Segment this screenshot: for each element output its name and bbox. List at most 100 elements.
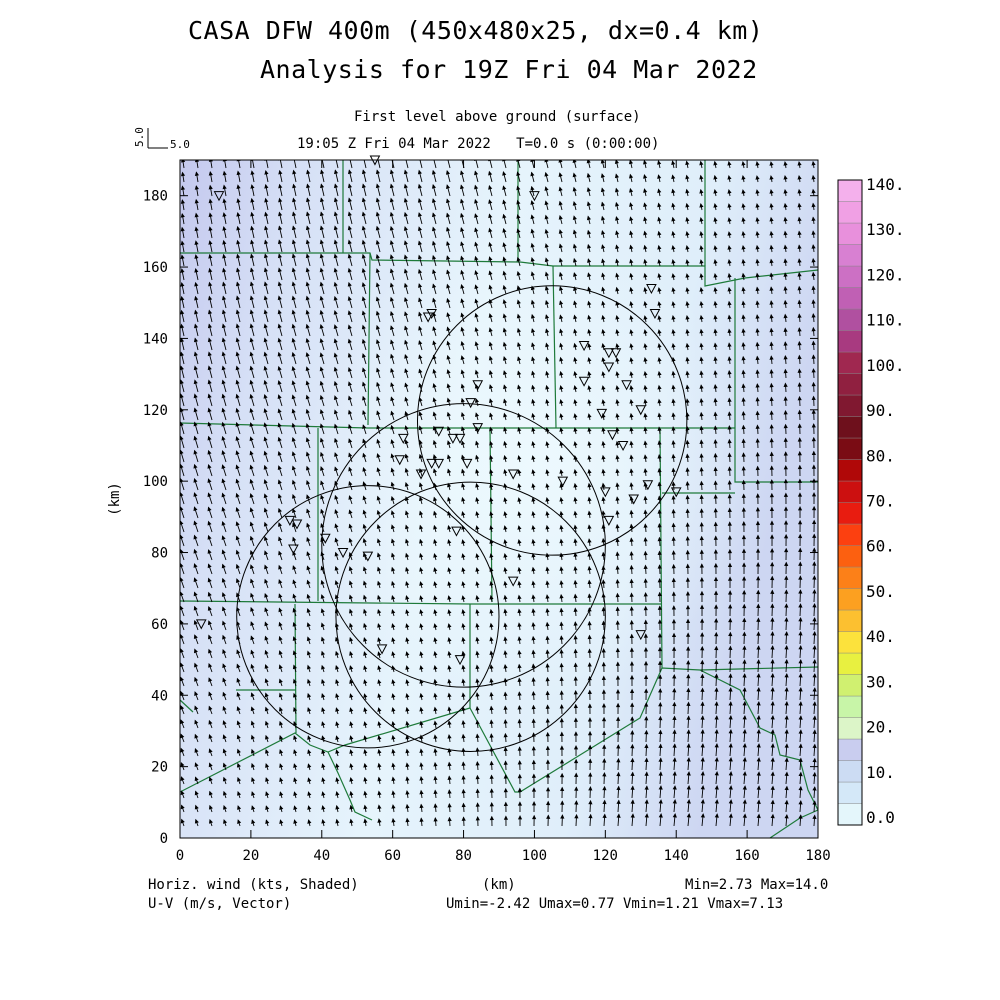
wind-vector — [305, 337, 311, 351]
wind-vector — [460, 283, 465, 295]
colorbar-segment — [837, 394, 863, 417]
wind-vector — [544, 228, 549, 239]
wind-vector — [235, 309, 241, 323]
wind-vector — [347, 367, 353, 379]
wind-vector — [306, 522, 311, 533]
wind-vector — [600, 173, 605, 183]
wind-vector — [222, 281, 227, 295]
wind-vector — [194, 198, 199, 211]
wind-vector — [657, 315, 662, 323]
wind-vector — [433, 496, 438, 505]
wind-vector — [713, 273, 718, 281]
wind-vector — [671, 188, 676, 197]
wind-vector — [811, 409, 816, 421]
wind-vector — [194, 309, 199, 323]
wind-vector — [390, 453, 395, 463]
colorbar-label: 100. — [866, 356, 905, 375]
wind-vector — [727, 258, 732, 267]
wind-vector — [559, 328, 564, 337]
wind-vector — [545, 384, 550, 393]
wind-vector — [558, 172, 563, 183]
colorbar-segment — [837, 416, 863, 439]
wind-vector — [615, 510, 620, 519]
wind-vector — [180, 254, 185, 267]
wind-vector — [446, 269, 451, 281]
wind-vector — [516, 185, 521, 197]
wind-vector — [475, 468, 480, 477]
wind-vector — [783, 188, 788, 197]
wind-vector — [685, 259, 690, 267]
wind-vector — [347, 197, 353, 211]
wind-vector — [558, 257, 563, 267]
wind-vector — [769, 161, 774, 169]
wind-vector — [390, 495, 395, 505]
colorbar-segment — [837, 373, 863, 396]
wind-vector — [544, 200, 549, 211]
wind-vector — [797, 368, 802, 379]
wind-vector — [545, 427, 550, 435]
wind-vector — [713, 188, 718, 197]
wind-vector — [530, 257, 535, 267]
wind-vector — [769, 465, 774, 477]
wind-vector — [516, 214, 521, 225]
wind-vector — [474, 170, 479, 183]
colorbar-label: 10. — [866, 763, 895, 782]
wind-vector — [741, 424, 746, 435]
colorbar-segment — [837, 244, 863, 267]
wind-vector — [404, 353, 409, 365]
county-line — [180, 699, 194, 713]
wind-vector — [601, 328, 606, 337]
wind-vector — [657, 481, 662, 491]
wind-vector — [403, 183, 409, 197]
wind-vector — [207, 337, 213, 351]
wind-vector — [615, 412, 620, 421]
wind-vector — [180, 199, 185, 211]
wind-vector — [404, 467, 409, 477]
wind-vector — [447, 524, 452, 533]
wind-vector — [222, 267, 227, 281]
wind-vector — [375, 160, 381, 169]
wind-vector — [516, 242, 521, 253]
wind-vector — [193, 323, 199, 337]
wind-vector — [403, 240, 409, 253]
wind-vector — [587, 427, 592, 435]
wind-vector — [417, 169, 423, 183]
footer-left-line1: Horiz. wind (kts, Shaded) — [148, 877, 359, 893]
wind-vector — [685, 301, 690, 309]
wind-vector — [713, 286, 718, 295]
wind-vector — [375, 239, 381, 253]
wind-vector — [685, 494, 690, 505]
wind-vector — [417, 160, 423, 169]
wind-vector — [769, 534, 775, 547]
wind-vector — [572, 229, 577, 239]
wind-vector — [347, 381, 353, 393]
wind-vector — [208, 253, 213, 267]
wind-vector — [390, 424, 395, 435]
wind-vector — [291, 437, 297, 449]
wind-vector — [586, 160, 591, 169]
wind-vector — [643, 509, 648, 519]
wind-vector — [685, 314, 690, 323]
wind-vector — [375, 339, 381, 351]
wind-vector — [278, 522, 283, 533]
x-tick-label: 40 — [313, 848, 330, 864]
wind-vector — [643, 343, 648, 351]
wind-vector — [769, 520, 775, 533]
wind-vector — [417, 197, 423, 211]
wind-vector — [671, 481, 676, 491]
wind-vector — [305, 253, 311, 267]
wind-vector — [530, 242, 535, 253]
wind-vector — [783, 175, 788, 183]
wind-vector — [264, 197, 269, 211]
wind-vector — [403, 226, 409, 239]
wind-vector — [573, 496, 578, 505]
wind-vector — [811, 230, 816, 239]
wind-vector — [727, 521, 732, 533]
wind-vector — [629, 216, 634, 225]
wind-vector — [291, 323, 297, 337]
wind-vector — [249, 549, 255, 561]
wind-vector — [727, 466, 732, 477]
wind-vector — [333, 253, 339, 267]
wind-vector — [559, 342, 564, 351]
county-boundaries — [180, 160, 818, 838]
